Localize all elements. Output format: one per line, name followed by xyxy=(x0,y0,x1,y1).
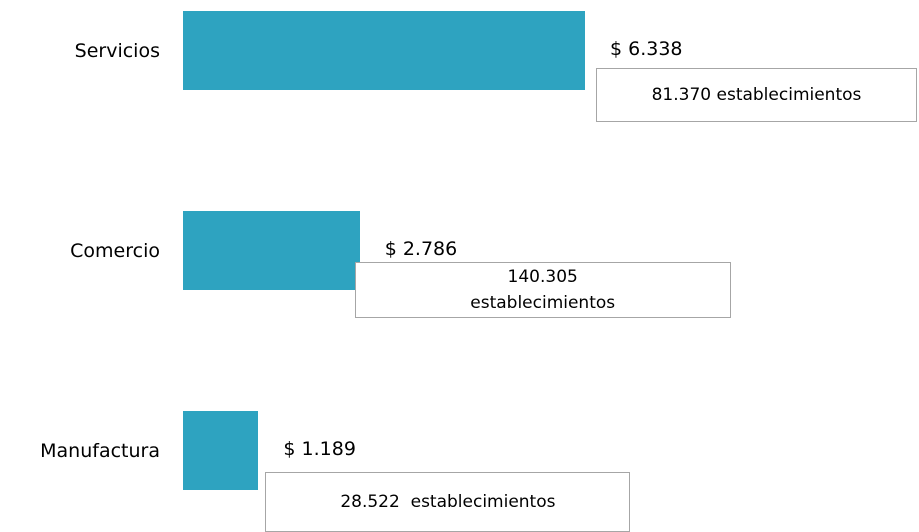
annotation-text: 81.370 establecimientos xyxy=(651,85,862,105)
value-label: $ 6.338 xyxy=(610,38,683,60)
bar xyxy=(183,411,259,490)
annotation-box: 81.370 establecimientos xyxy=(596,68,917,122)
annotation-text: 28.522 establecimientos xyxy=(340,492,556,512)
annotation-box: 140.305 establecimientos xyxy=(354,262,731,318)
bar xyxy=(183,11,585,90)
category-label: Manufactura xyxy=(40,439,160,462)
value-label: $ 2.786 xyxy=(384,238,458,260)
value-label: $ 1.189 xyxy=(283,438,356,460)
annotation-text: 140.305 establecimientos xyxy=(470,267,616,313)
category-label: Servicios xyxy=(74,39,160,62)
category-label: Comercio xyxy=(70,239,160,262)
bar xyxy=(183,211,360,290)
annotation-box: 28.522 establecimientos xyxy=(265,472,631,532)
